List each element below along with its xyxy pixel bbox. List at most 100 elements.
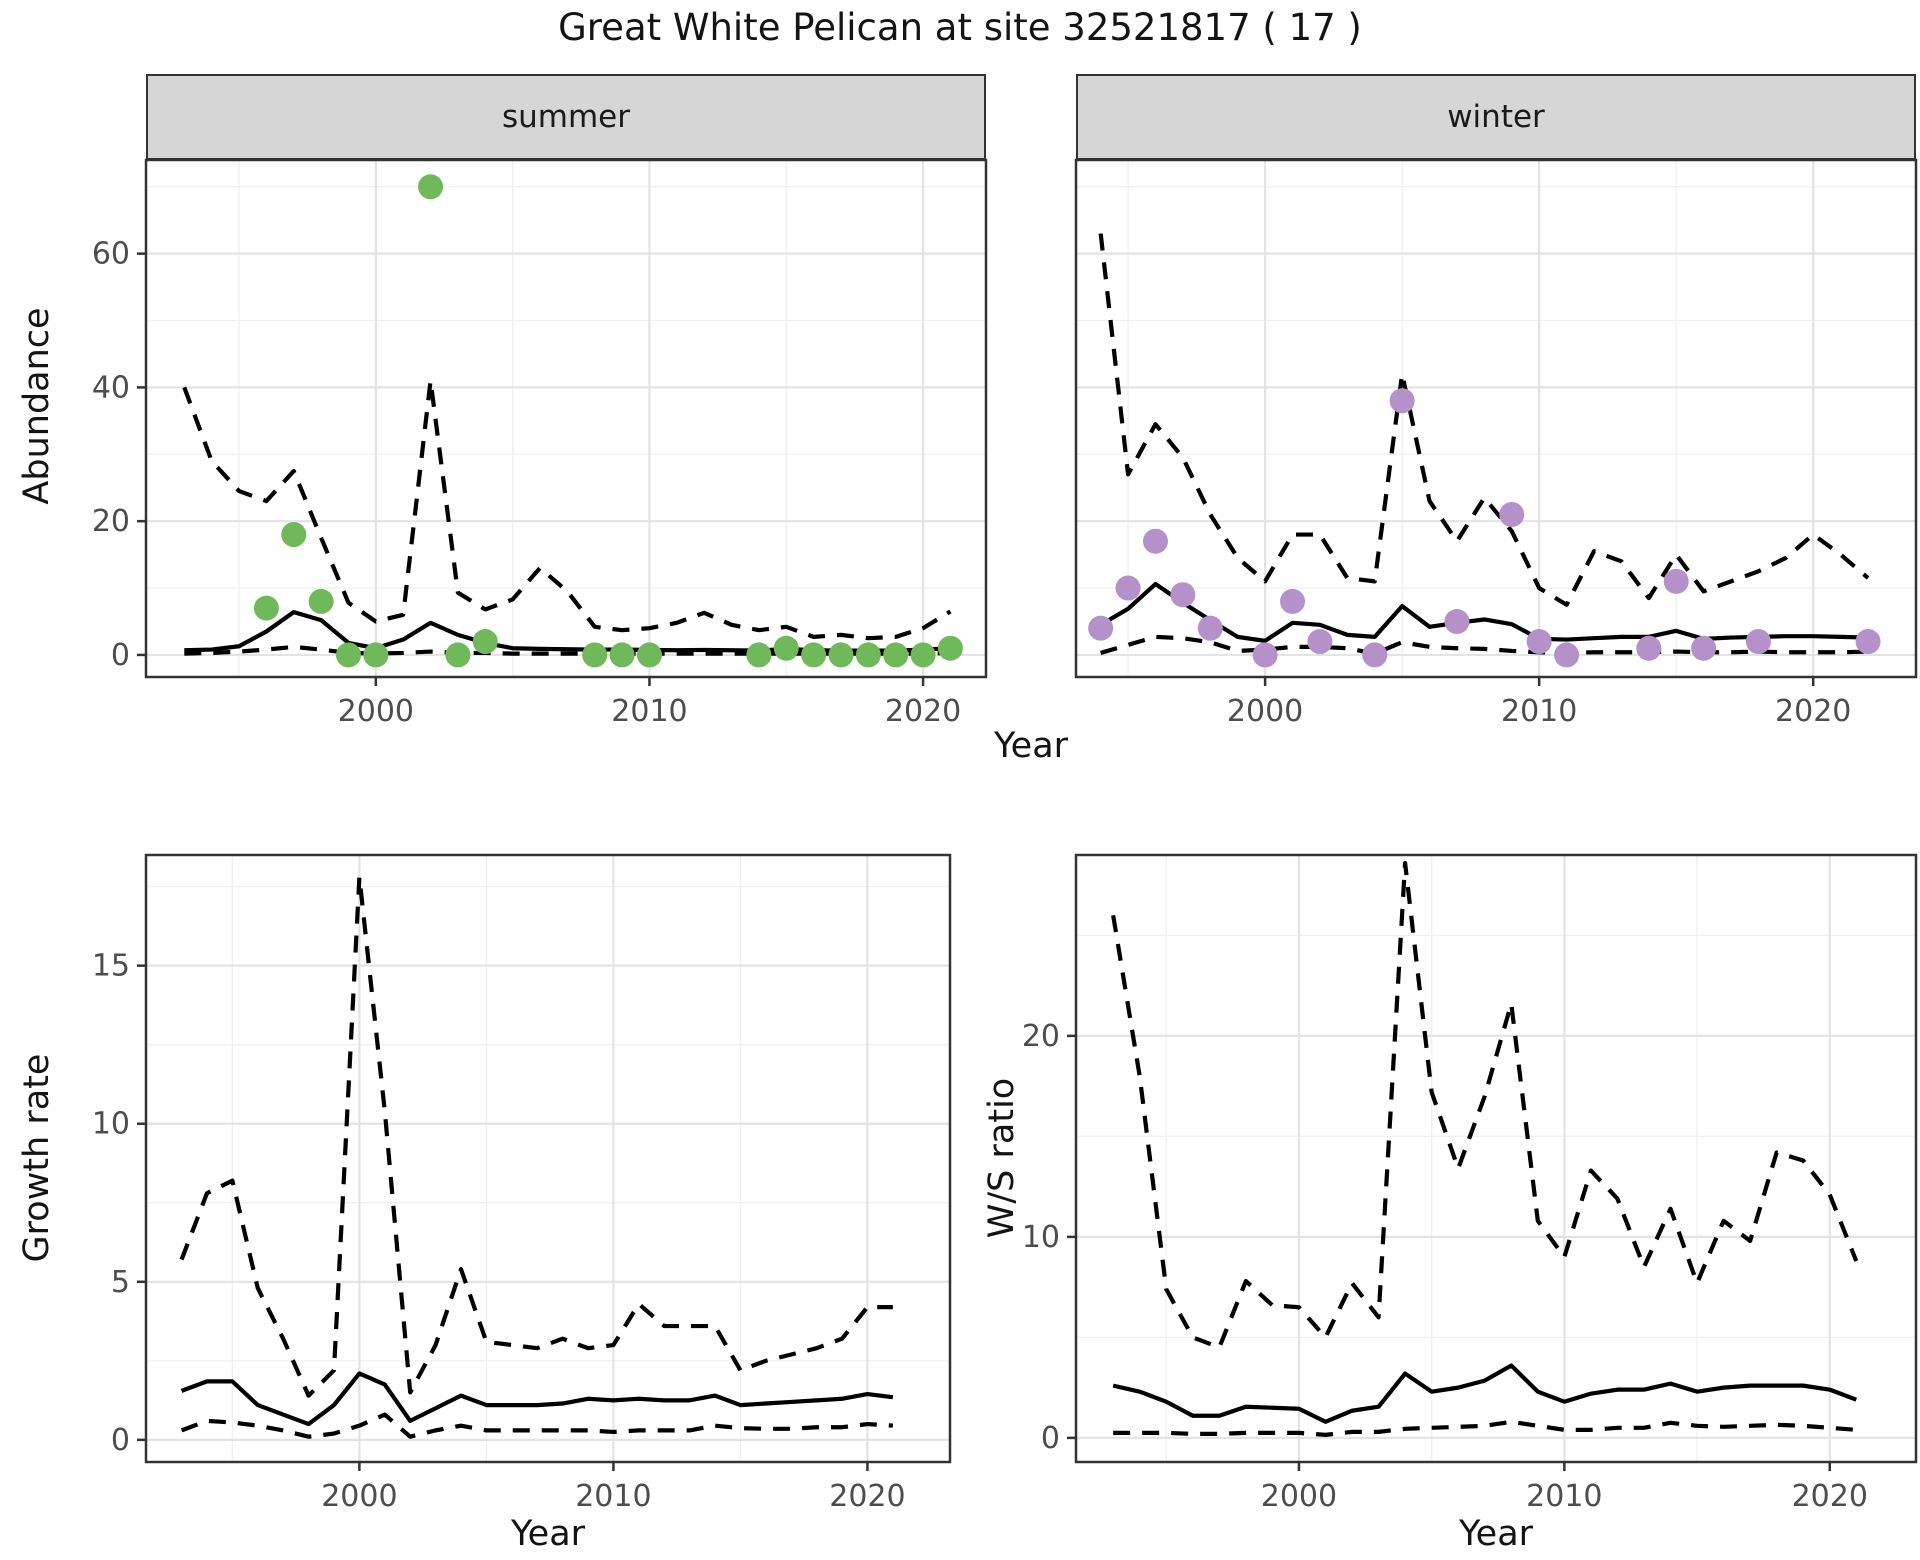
gridlines-major <box>1076 855 1916 1462</box>
x-tick-label: 2010 <box>611 694 687 729</box>
data-point <box>855 642 881 668</box>
data-point <box>1170 582 1196 608</box>
data-point <box>253 595 279 621</box>
y-axis-label-abundance: Abundance <box>17 307 57 505</box>
y-tick-label: 5 <box>111 1265 130 1300</box>
facet-strip-summer: summer <box>146 74 986 160</box>
data-point <box>472 629 498 655</box>
data-point <box>937 635 963 661</box>
facet-strip-winter: winter <box>1076 74 1916 160</box>
data-point <box>1663 568 1689 594</box>
gridlines-minor <box>1076 855 1916 1462</box>
y-axis-label-growth-rate: Growth rate <box>17 1053 57 1263</box>
y-tick-label: 60 <box>92 237 130 272</box>
series-upper-credible-interval <box>182 378 952 641</box>
series-upper-credible-interval <box>179 875 893 1398</box>
series-upper-credible-interval <box>1111 860 1859 1350</box>
gridlines-minor <box>146 855 950 1462</box>
data-point <box>746 642 772 668</box>
data-point <box>828 642 854 668</box>
data-point <box>910 642 936 668</box>
axis-ticks: 2000 2010 2020 0 20 40 60 <box>92 237 961 729</box>
observed-winter-counts <box>1088 388 1881 668</box>
chart-title: Great White Pelican at site 32521817 ( 1… <box>558 6 1362 49</box>
x-tick-label: 2020 <box>1792 1479 1868 1514</box>
axis-ticks: 2000 2010 2020 <box>1227 677 1851 729</box>
x-tick-label: 2000 <box>321 1479 397 1514</box>
x-tick-label: 2020 <box>1775 694 1851 729</box>
data-point <box>1855 629 1881 655</box>
facet-strip-label: winter <box>1447 99 1545 135</box>
y-tick-label: 0 <box>111 1423 130 1458</box>
data-point <box>363 642 389 668</box>
series-lower-credible-interval <box>1100 634 1869 656</box>
gridlines-minor <box>146 160 986 677</box>
panel-growth-rate: 2000 2010 2020 0 5 10 15 <box>92 853 952 1514</box>
data-point <box>1499 501 1525 527</box>
data-point <box>1307 629 1333 655</box>
data-point <box>445 642 471 668</box>
panel-abundance-winter: 2000 2010 2020 <box>1074 158 1918 729</box>
data-point <box>1389 388 1415 414</box>
panel-border <box>1074 158 1918 679</box>
data-point <box>1444 608 1470 634</box>
panel-abundance-summer: 2000 2010 2020 0 20 40 60 <box>92 158 988 729</box>
y-tick-label: 0 <box>111 638 130 673</box>
data-point <box>1280 588 1306 614</box>
y-tick-label: 0 <box>1041 1421 1060 1456</box>
data-point <box>1115 575 1141 601</box>
x-tick-label: 2000 <box>338 694 414 729</box>
series-estimated-mean <box>1099 581 1869 643</box>
data-point <box>1362 642 1388 668</box>
series-estimated-mean <box>1112 1363 1858 1424</box>
data-point <box>801 642 827 668</box>
x-tick-label: 2020 <box>829 1479 905 1514</box>
axis-ticks: 2000 2010 2020 0 10 20 <box>1022 1019 1868 1514</box>
data-point <box>1636 635 1662 661</box>
data-point <box>636 642 662 668</box>
data-point <box>1554 642 1580 668</box>
data-point <box>609 642 635 668</box>
data-point <box>582 642 608 668</box>
series-lower-credible-interval <box>180 1412 893 1439</box>
y-tick-label: 20 <box>92 504 130 539</box>
series-lower-credible-interval <box>1113 1419 1857 1437</box>
series-estimated-mean <box>180 1371 894 1427</box>
data-point <box>1526 629 1552 655</box>
data-point <box>418 174 444 200</box>
x-axis-label-year-growth: Year <box>510 1514 586 1554</box>
y-tick-label: 10 <box>92 1107 130 1142</box>
x-axis-label-year-top: Year <box>993 726 1069 766</box>
axis-ticks: 2000 2010 2020 0 5 10 15 <box>92 949 906 1514</box>
data-point <box>883 642 909 668</box>
data-point <box>281 522 307 548</box>
x-axis-label-year-ws: Year <box>1458 1514 1534 1554</box>
panel-border <box>1074 853 1918 1464</box>
y-tick-label: 40 <box>92 370 130 405</box>
y-axis-label-ws-ratio: W/S ratio <box>982 1077 1022 1239</box>
facet-strip-label: summer <box>501 99 630 135</box>
gridlines-minor <box>1076 160 1916 677</box>
x-tick-label: 2010 <box>1501 694 1577 729</box>
data-point <box>773 635 799 661</box>
gridlines-major <box>146 855 950 1462</box>
data-point <box>1252 642 1278 668</box>
y-tick-label: 10 <box>1022 1220 1060 1255</box>
y-tick-label: 15 <box>92 949 130 984</box>
data-point <box>1142 528 1168 554</box>
panel-border <box>144 158 988 679</box>
x-tick-label: 2000 <box>1261 1479 1337 1514</box>
series-upper-credible-interval <box>1098 233 1870 607</box>
data-point <box>1197 615 1223 641</box>
x-tick-label: 2010 <box>1526 1479 1602 1514</box>
x-tick-label: 2000 <box>1227 694 1303 729</box>
data-point <box>1691 635 1717 661</box>
data-point <box>1745 629 1771 655</box>
x-tick-label: 2010 <box>575 1479 651 1514</box>
panel-border <box>144 853 952 1464</box>
x-tick-label: 2020 <box>885 694 961 729</box>
data-point <box>335 642 361 668</box>
data-point <box>1088 615 1114 641</box>
